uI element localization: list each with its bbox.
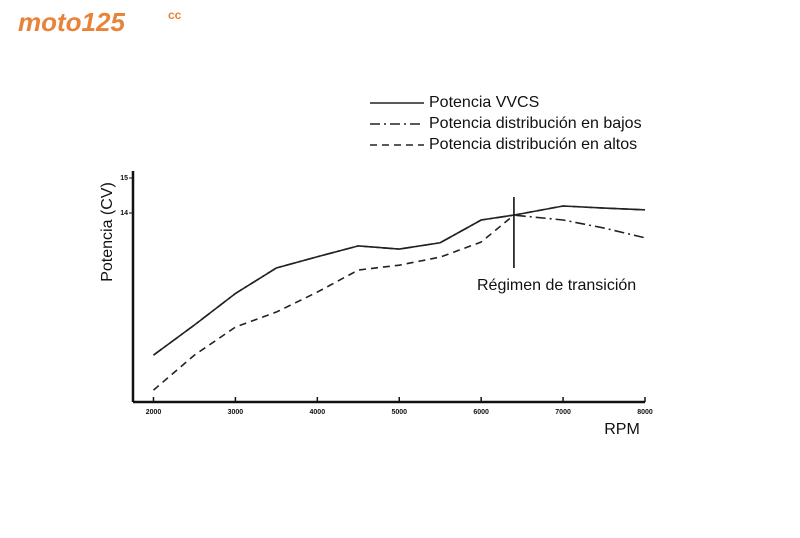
x-tick-label: 2000 bbox=[146, 409, 162, 416]
x-tick-label: 3000 bbox=[228, 409, 244, 416]
series-line bbox=[153, 214, 646, 356]
x-tick-label: 4000 bbox=[310, 409, 326, 416]
annotation-text: Régimen de transición bbox=[477, 277, 636, 294]
logo: moto125 bbox=[18, 7, 125, 37]
x-tick-label: 5000 bbox=[391, 409, 407, 416]
y-tick-label: 15 bbox=[120, 175, 128, 182]
logo-suffix: cc bbox=[168, 8, 182, 22]
series-line bbox=[152, 205, 646, 391]
x-axis-label: RPM bbox=[604, 421, 640, 438]
x-tick-label: 8000 bbox=[637, 409, 653, 416]
x-tick-label: 7000 bbox=[555, 409, 571, 416]
y-tick-label: 14 bbox=[120, 210, 128, 217]
legend-label: Potencia VVCS bbox=[429, 94, 539, 111]
legend-label: Potencia distribución en bajos bbox=[429, 115, 642, 132]
legend-label: Potencia distribución en altos bbox=[429, 136, 637, 153]
x-tick-label: 6000 bbox=[473, 409, 489, 416]
y-axis-label: Potencia (CV) bbox=[99, 182, 116, 282]
